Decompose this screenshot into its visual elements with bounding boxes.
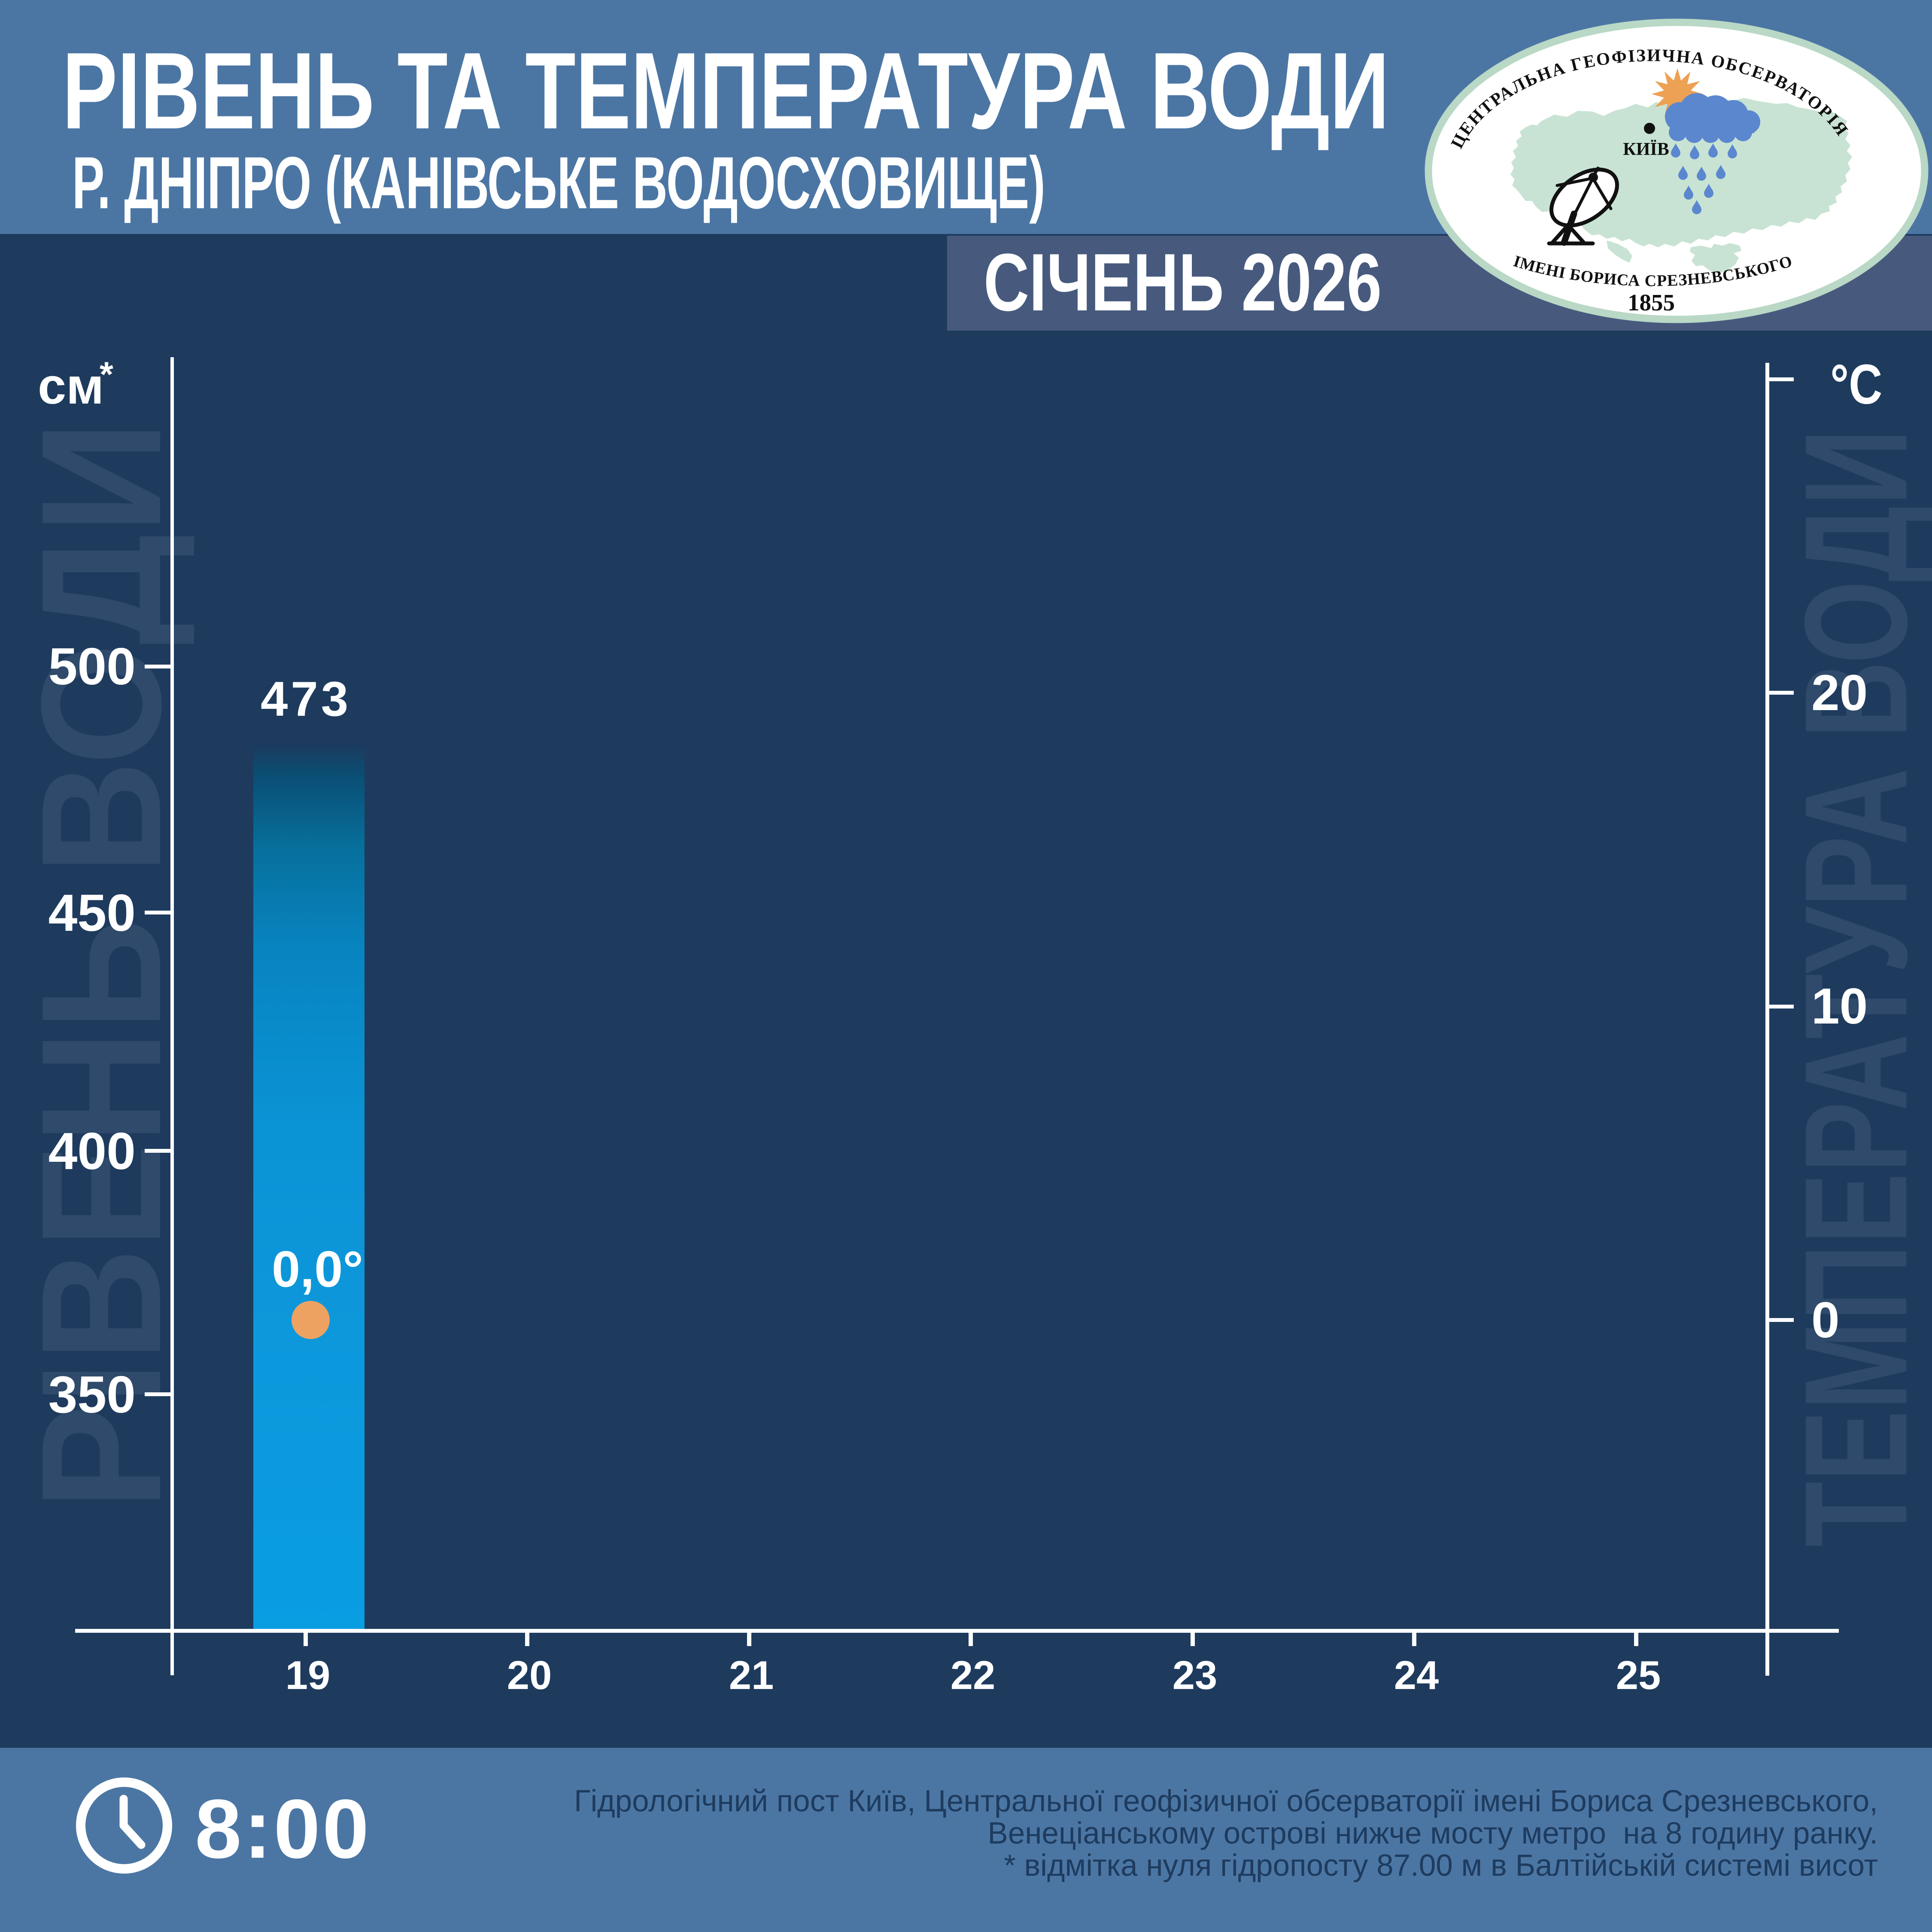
svg-text:1855: 1855 [1628,289,1675,316]
svg-text:КИЇВ: КИЇВ [1623,140,1669,159]
